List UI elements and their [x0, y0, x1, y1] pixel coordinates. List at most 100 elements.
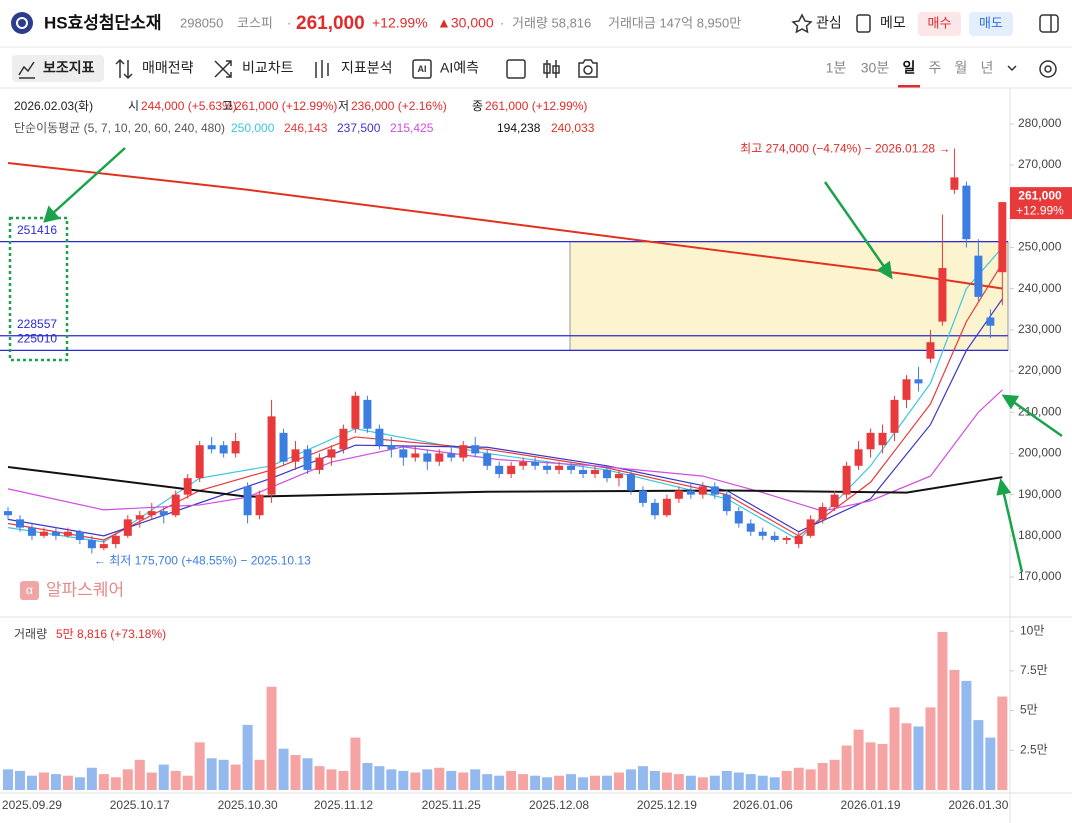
candle-body [75, 531, 84, 540]
level-label: 251416 [17, 223, 57, 237]
volume-label: 5만 8,816 (+73.18%) [56, 627, 166, 641]
period-tab[interactable]: 일 [903, 60, 916, 76]
candle-body [650, 502, 659, 516]
candle-body [387, 445, 396, 450]
compare-icon [214, 60, 232, 78]
buy-label[interactable]: 매수 [928, 15, 952, 30]
volume-bar [985, 737, 996, 790]
sell-label[interactable]: 매도 [979, 15, 1003, 30]
period-tab[interactable]: 1분 [826, 60, 847, 76]
volume-bar [757, 775, 768, 790]
volume-bar [98, 774, 109, 790]
ma-legend-value: 237,500 [337, 121, 381, 135]
volume-bar [865, 742, 876, 790]
volume-bar [697, 777, 708, 790]
candle-body [974, 255, 983, 297]
settings-icon[interactable] [1039, 60, 1057, 78]
candle-body [411, 453, 420, 458]
candle-body [543, 465, 552, 470]
toolbar-item[interactable]: 비교차트 [242, 60, 294, 76]
candle-body [998, 202, 1007, 273]
period-underline [898, 85, 920, 88]
candle-body [782, 537, 791, 540]
volume-bar [230, 764, 241, 790]
strategy-icon [115, 58, 133, 80]
drawing-tool[interactable] [506, 59, 526, 79]
watch-button[interactable]: 관심 [816, 15, 842, 31]
period-tab[interactable]: 30분 [861, 60, 890, 76]
candle-body [770, 535, 779, 540]
watermark-icon-glyph: α [26, 583, 33, 597]
volume-bar [961, 680, 972, 790]
star-icon[interactable] [791, 13, 813, 34]
volume-bar [422, 769, 433, 790]
period-tab[interactable]: 년 [981, 60, 994, 76]
volume-bar [829, 759, 840, 790]
ai-icon-label: AI [418, 64, 427, 74]
volume-bar [973, 720, 984, 790]
candle-body [351, 395, 360, 429]
candle-body [758, 531, 767, 536]
x-tick-label: 2026.01.19 [841, 798, 901, 812]
x-tick-label: 2025.12.08 [529, 798, 589, 812]
buy-button[interactable] [918, 12, 961, 36]
volume-bar [458, 772, 469, 790]
candle-body [375, 428, 384, 446]
memo-icon[interactable] [856, 14, 871, 33]
volume-tick-label: 7.5만 [1020, 663, 1048, 677]
info-value: 261,000 (+12.99%) [235, 99, 337, 113]
candle-body [471, 445, 480, 454]
candle-body [555, 465, 564, 470]
volume-bar [649, 770, 660, 790]
candle-body [339, 428, 348, 450]
candle-icon[interactable] [543, 60, 560, 78]
toolbar-item[interactable]: 매매전략 [142, 60, 194, 76]
candle-body [51, 531, 60, 536]
logo-mark [16, 17, 28, 29]
camera-icon[interactable] [578, 59, 598, 78]
candle-body [135, 515, 144, 520]
y-tick-label: 170,000 [1018, 569, 1062, 583]
sell-button[interactable] [969, 12, 1013, 36]
candle-body [519, 461, 528, 466]
volume-bar [74, 777, 85, 790]
arrow-head [996, 478, 1012, 496]
change: ▲30,000 [437, 15, 494, 31]
volume-bar [853, 729, 864, 790]
current-price-box [1010, 187, 1072, 220]
toolbar-item[interactable]: AI예측 [440, 60, 479, 76]
y-tick-label: 230,000 [1018, 322, 1062, 336]
candle-body [315, 457, 324, 470]
candle-body [962, 185, 971, 240]
candle-body [710, 486, 719, 495]
volume-bar [86, 767, 97, 790]
toolbar-item[interactable]: 보조지표 [43, 60, 95, 76]
x-tick-label: 2025.11.25 [422, 798, 481, 812]
period-tab[interactable]: 주 [929, 60, 942, 76]
candle-body [674, 490, 683, 499]
candle-body [447, 453, 456, 458]
ma-line [7, 161, 1003, 290]
volume-bar [62, 775, 73, 790]
toolbar-item[interactable]: 지표분석 [341, 60, 393, 76]
volume-bar [542, 777, 553, 790]
candle-body [722, 494, 731, 512]
volume-bar [470, 769, 481, 790]
panel-icon[interactable] [1039, 14, 1059, 33]
candle-body [806, 519, 815, 536]
x-tick-label: 2025.11.12 [314, 798, 373, 812]
separator: · [287, 15, 291, 30]
volume-bar [901, 723, 912, 790]
candle-body [902, 379, 911, 400]
stock-code: 298050 [180, 15, 223, 30]
period-tab[interactable]: 월 [955, 60, 968, 76]
volume-bar [793, 767, 804, 790]
candle-body [195, 445, 204, 479]
chevron[interactable] [1007, 65, 1017, 72]
candle-body [854, 449, 863, 466]
memo-button[interactable]: 메모 [880, 15, 906, 31]
volume-bar [590, 775, 601, 790]
volume-bar [3, 769, 13, 790]
price: 261,000 [296, 13, 365, 34]
